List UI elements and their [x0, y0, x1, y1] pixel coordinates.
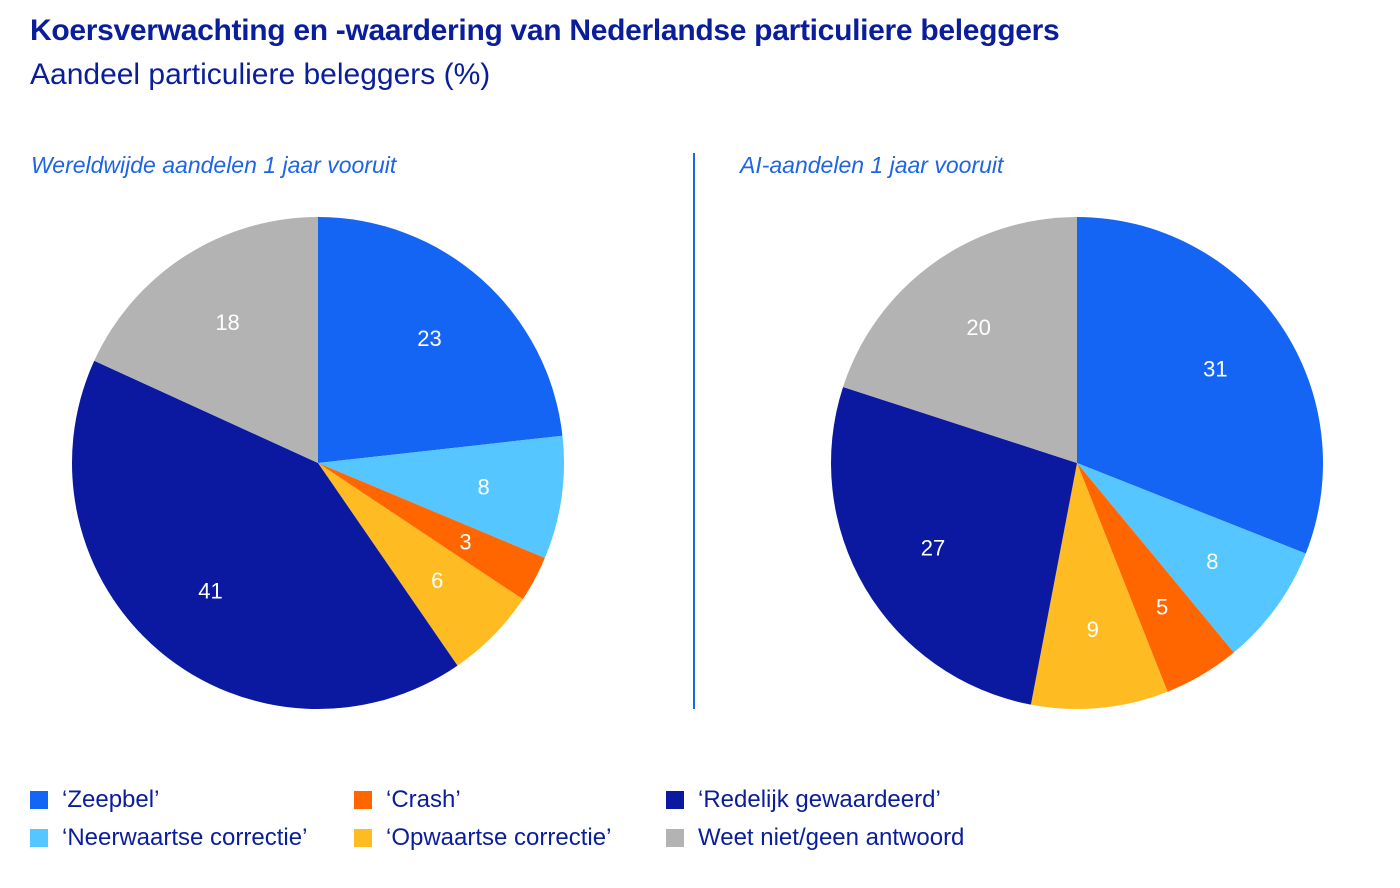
pie-0-data-label-opwaartse-correctie: 6 — [431, 568, 443, 593]
legend-swatch — [666, 791, 684, 809]
pie-1-slice-opwaartse-correctie — [1030, 463, 1168, 709]
pie-title-ai-equities: AI-aandelen 1 jaar vooruit — [740, 152, 1004, 178]
legend-label: ‘Opwaartse correctie’ — [386, 824, 612, 851]
pie-0-slice-neerwaartse-correctie — [318, 435, 564, 559]
legend-item-zeepbel: ‘Zeepbel’ — [30, 786, 159, 814]
legend-label: ‘Neerwaartse correctie’ — [62, 824, 308, 851]
pie-1-data-label-crash: 5 — [1156, 594, 1168, 619]
legend-swatch — [30, 829, 48, 847]
legend-item-opwaartse-correctie: ‘Opwaartse correctie’ — [354, 824, 611, 852]
pie-0-slice-redelijk-gewaardeerd — [71, 360, 458, 709]
pie-title-global-equities: Wereldwijde aandelen 1 jaar vooruit — [31, 152, 397, 178]
legend-swatch — [30, 791, 48, 809]
pie-0-slice-zeepbel — [318, 217, 563, 463]
pie-1-slice-neerwaartse-correctie — [1077, 463, 1306, 653]
pie-1-data-label-redelijk-gewaardeerd: 27 — [921, 536, 945, 561]
pie-0-data-label-redelijk-gewaardeerd: 41 — [198, 579, 222, 604]
pie-0-data-label-zeepbel: 23 — [417, 326, 441, 351]
pie-0-slice-weet-niet-geen-antwoord — [94, 217, 318, 463]
legend-item-redelijk-gewaardeerd: ‘Redelijk gewaardeerd’ — [666, 786, 941, 814]
pie-1-data-label-opwaartse-correctie: 9 — [1087, 617, 1099, 642]
pie-1-data-label-weet-niet-geen-antwoord: 20 — [966, 315, 990, 340]
pie-1-slice-crash — [1077, 463, 1234, 692]
pie-1-slice-redelijk-gewaardeerd — [831, 386, 1077, 705]
pie-0-slice-opwaartse-correctie — [318, 463, 523, 666]
pie-0-data-label-weet-niet-geen-antwoord: 18 — [215, 310, 239, 335]
legend-item-crash: ‘Crash’ — [354, 786, 461, 814]
legend-swatch — [354, 829, 372, 847]
chart-subtitle: Aandeel particuliere beleggers (%) — [30, 58, 491, 91]
pie-1-slice-zeepbel — [1077, 217, 1323, 554]
pie-0-data-label-crash: 3 — [459, 530, 471, 555]
pie-1-slice-weet-niet-geen-antwoord — [843, 217, 1077, 463]
pie-0-data-label-neerwaartse-correctie: 8 — [477, 474, 489, 499]
legend-label: ‘Crash’ — [386, 786, 461, 813]
chart-divider — [693, 153, 695, 709]
legend-label: ‘Redelijk gewaardeerd’ — [698, 786, 941, 813]
legend: ‘Zeepbel’ ‘Crash’ ‘Redelijk gewaardeerd’… — [30, 786, 1030, 866]
legend-label: ‘Zeepbel’ — [62, 786, 160, 813]
chart-title-main: Koersverwachting en -waardering van Nede… — [30, 14, 1060, 47]
legend-label: Weet niet/geen antwoord — [698, 824, 965, 851]
pie-1-data-label-zeepbel: 31 — [1203, 356, 1227, 381]
legend-swatch — [666, 829, 684, 847]
legend-item-neerwaartse-correctie: ‘Neerwaartse correctie’ — [30, 824, 307, 852]
legend-item-weet-niet: Weet niet/geen antwoord — [666, 824, 964, 852]
pie-0-slice-crash — [318, 463, 545, 600]
pie-charts-canvas: 23 8 36 41 18 31 8 5 9 27 20 — [71, 217, 1323, 709]
pie-1-data-label-neerwaartse-correctie: 8 — [1206, 549, 1218, 574]
legend-swatch — [354, 791, 372, 809]
